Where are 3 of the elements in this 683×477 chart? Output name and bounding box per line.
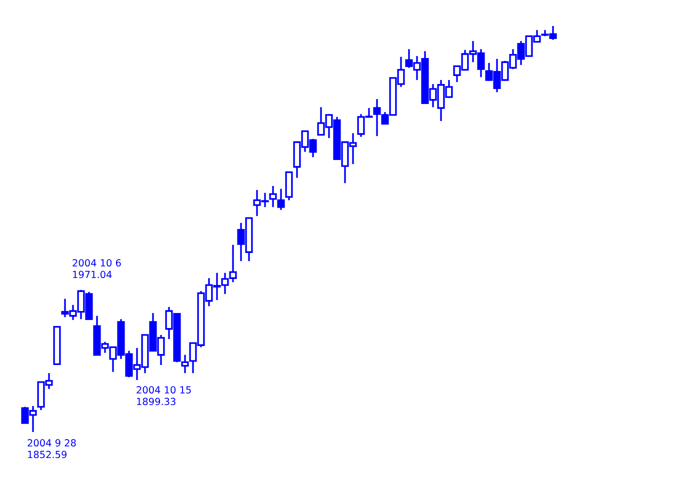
annotation: 2004 10 15 1899.33 (136, 386, 191, 406)
text: 2004 9 28 1852.59 (28, 439, 76, 458)
annotation: 2004 10 6 1971.04 (72, 259, 121, 278)
